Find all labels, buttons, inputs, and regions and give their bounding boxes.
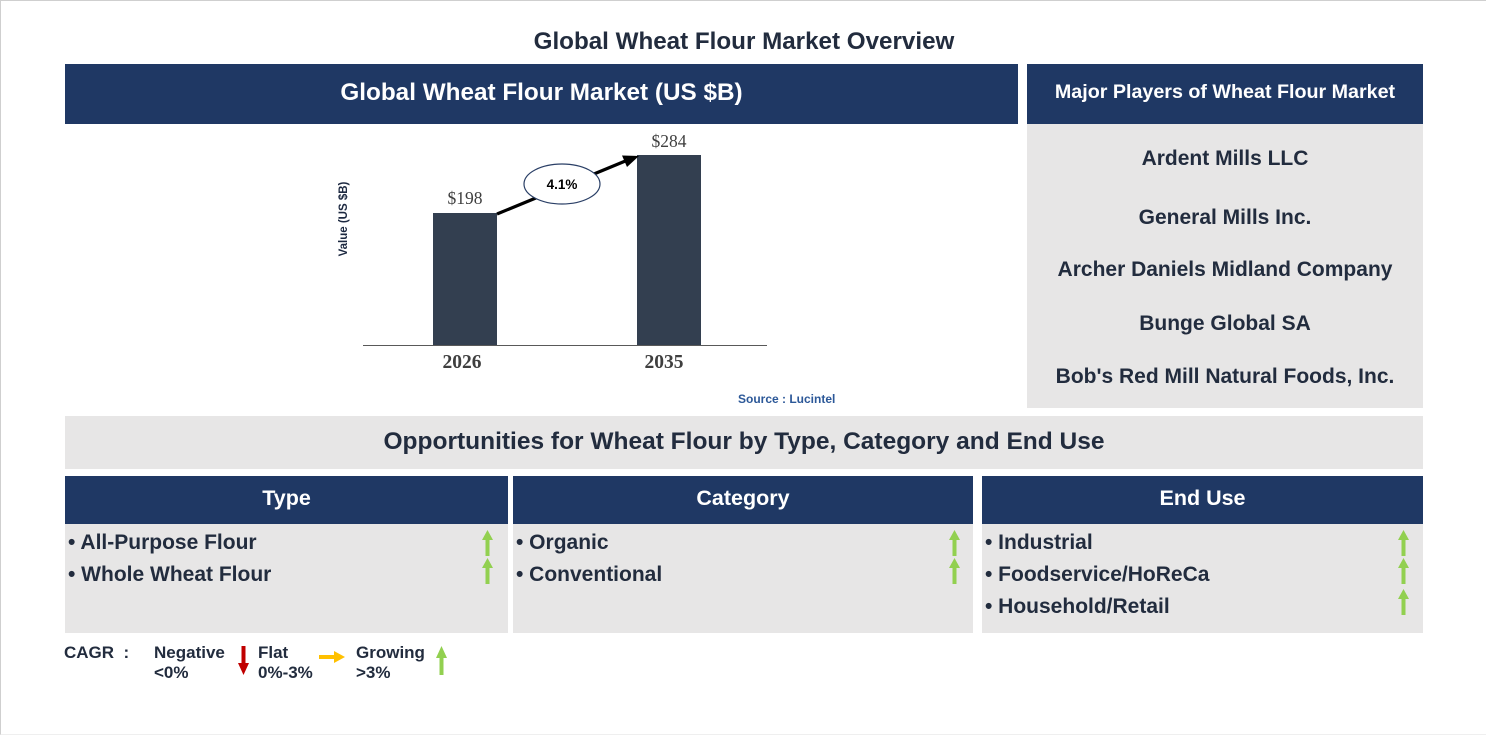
svg-text:2035: 2035 bbox=[645, 352, 684, 373]
svg-text:$198: $198 bbox=[448, 188, 483, 208]
svg-text:Value (US $B): Value (US $B) bbox=[338, 181, 350, 256]
svg-text:4.1%: 4.1% bbox=[547, 177, 578, 192]
svg-text:$284: $284 bbox=[652, 131, 687, 151]
svg-text:2026: 2026 bbox=[443, 352, 482, 373]
